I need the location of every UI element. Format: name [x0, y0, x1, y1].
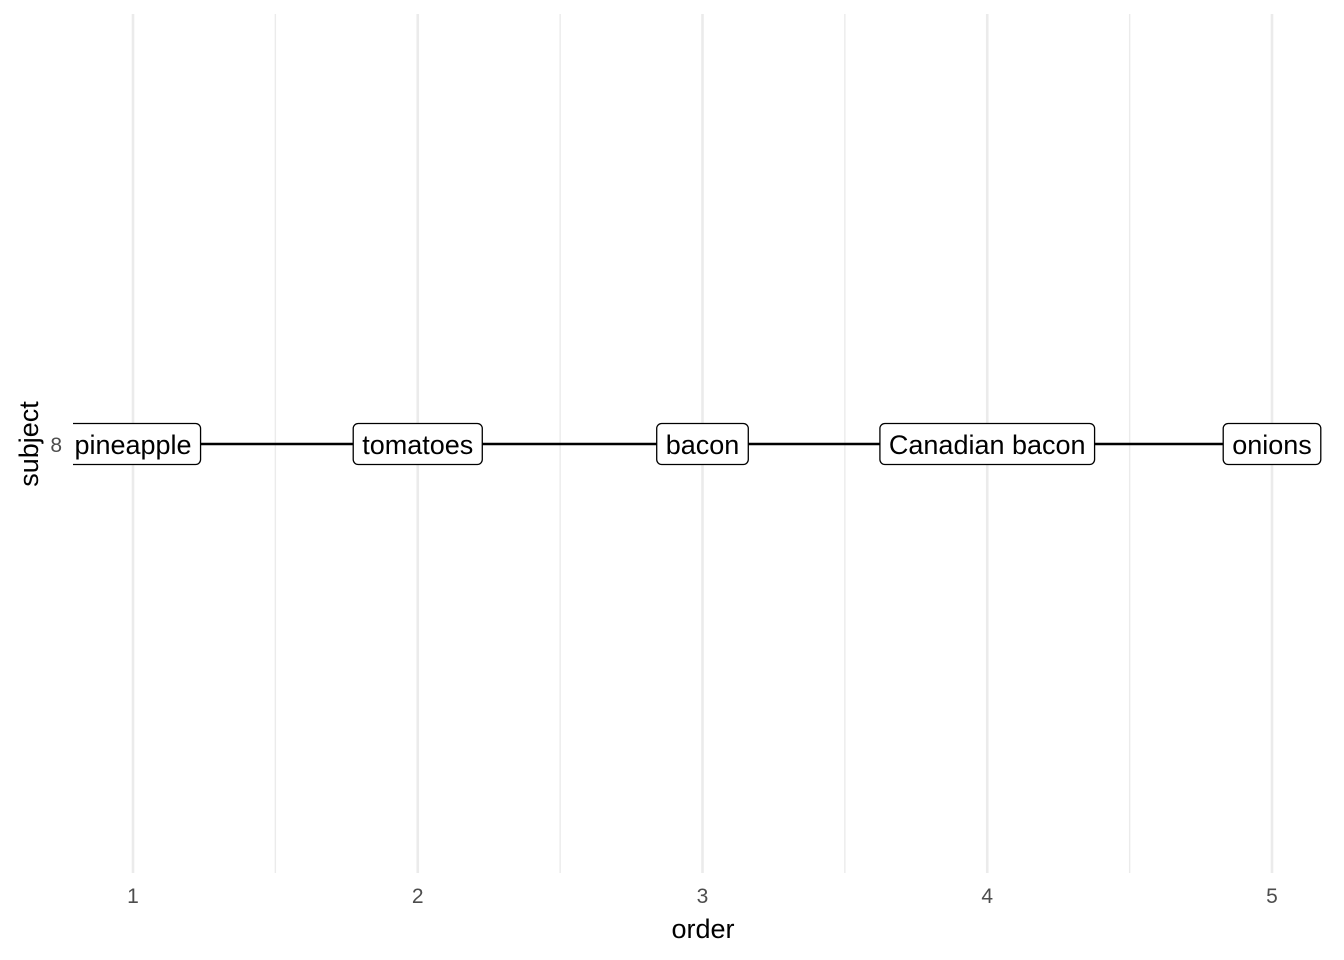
- y-tick-label: 8: [50, 434, 62, 457]
- x-tick-label: 4: [981, 885, 993, 908]
- point-label: onions: [1222, 422, 1322, 466]
- point-label: bacon: [656, 422, 749, 466]
- data-layer: pineapple tomatoes bacon Canadian bacon onio…: [73, 422, 1322, 466]
- axes: 8 order subject 1 2 3 4 5: [14, 401, 1278, 944]
- point-label: pineapple: [73, 422, 202, 466]
- point-label: tomatoes: [352, 422, 483, 466]
- point-label: Canadian bacon: [879, 422, 1096, 466]
- x-tick-label: 3: [697, 885, 709, 908]
- x-tick-label: 2: [412, 885, 424, 908]
- point-label-box: [352, 422, 483, 466]
- point-label-text: onions: [1232, 430, 1312, 460]
- point-label-box: [656, 422, 749, 466]
- point-label-text: pineapple: [74, 430, 191, 460]
- point-label-text: Canadian bacon: [889, 430, 1086, 460]
- point-label-text: tomatoes: [362, 430, 473, 460]
- point-label-box: [1222, 422, 1322, 466]
- y-axis-title: subject: [14, 401, 44, 487]
- x-tick-label: 5: [1266, 885, 1278, 908]
- x-tick-label: 1: [127, 885, 139, 908]
- point-label-box: [73, 422, 202, 466]
- x-axis-title: order: [671, 914, 734, 944]
- point-label-text: bacon: [666, 430, 740, 460]
- point-label-box: [879, 422, 1096, 466]
